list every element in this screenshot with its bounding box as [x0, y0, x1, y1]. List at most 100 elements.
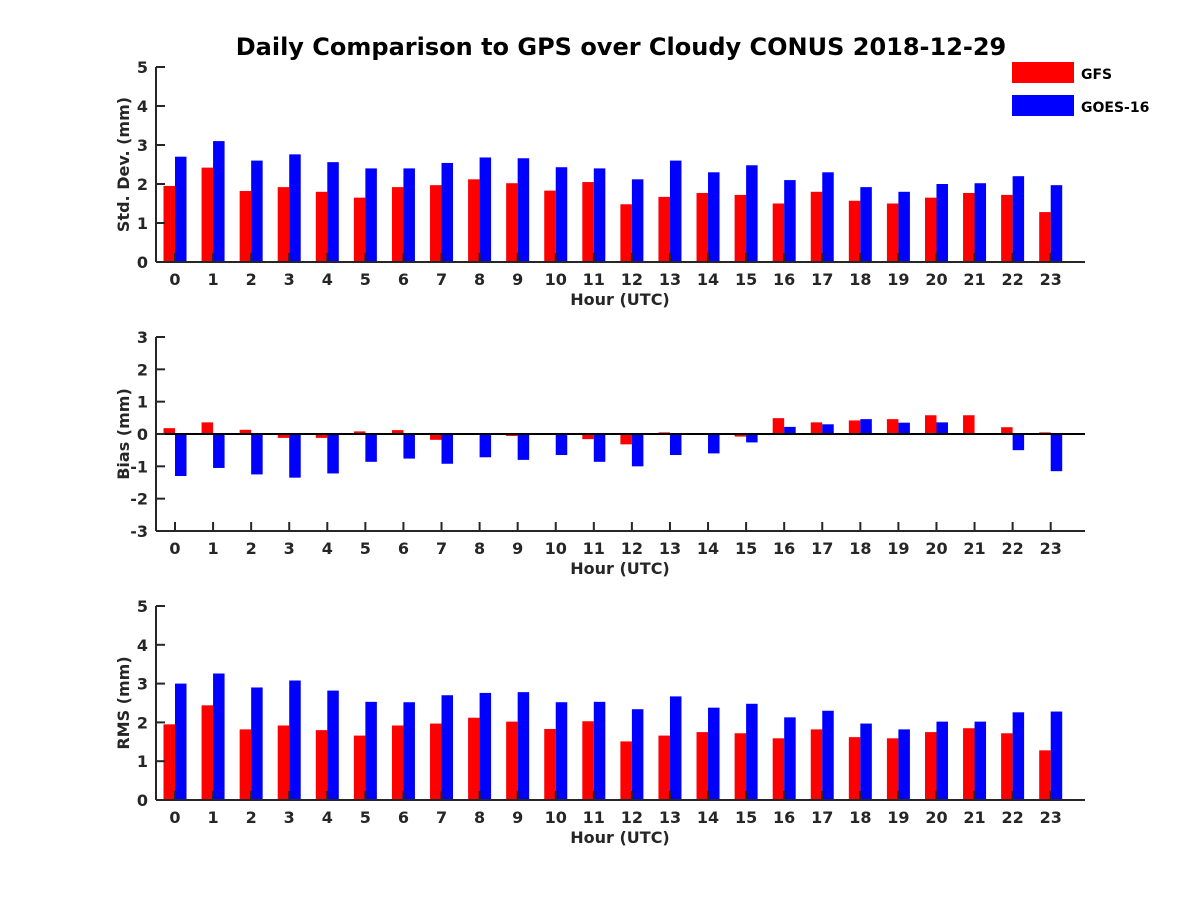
bar-gfs-hour-17	[810, 729, 823, 800]
x-tick-label: 3	[284, 808, 295, 827]
x-tick-label: 20	[925, 539, 947, 558]
bar-goes16-hour-19	[898, 422, 910, 434]
x-tick-label: 15	[735, 539, 757, 558]
bar-gfs-hour-7	[430, 185, 442, 262]
x-tick-label: 11	[583, 270, 605, 289]
bar-goes16-hour-15	[746, 434, 758, 443]
bar-gfs-hour-12	[620, 741, 632, 800]
x-tick-label: 8	[474, 539, 485, 558]
x-tick-label: 17	[811, 270, 833, 289]
bar-goes16-hour-3	[289, 154, 301, 262]
x-tick-label: 8	[474, 808, 485, 827]
x-tick-label: 10	[545, 270, 567, 289]
x-tick-label: 14	[697, 270, 719, 289]
bar-goes16-hour-1	[213, 141, 225, 262]
y-tick-label: 0	[137, 791, 148, 810]
bar-goes16-hour-0	[175, 683, 187, 800]
bar-gfs-hour-17	[810, 191, 823, 262]
x-tick-label: 15	[735, 270, 757, 289]
bar-goes16-hour-15	[746, 703, 758, 800]
bar-gfs-hour-19	[886, 419, 899, 434]
bar-goes16-hour-2	[251, 434, 263, 475]
y-tick-label: 4	[137, 636, 148, 655]
bar-goes16-hour-14	[708, 434, 720, 454]
y-tick-label: -3	[130, 522, 148, 541]
bar-gfs-hour-12	[620, 204, 632, 262]
y-tick-label: 0	[137, 425, 148, 444]
bar-goes16-hour-4	[327, 690, 339, 800]
x-tick-label: 4	[322, 270, 333, 289]
bar-goes16-hour-22	[1012, 434, 1025, 451]
bar-goes16-hour-12	[631, 709, 644, 800]
bar-gfs-hour-8	[468, 717, 480, 800]
x-tick-label: 10	[545, 808, 567, 827]
bar-goes16-hour-23	[1050, 434, 1063, 472]
bar-goes16-hour-14	[708, 707, 720, 800]
bar-goes16-hour-1	[213, 673, 225, 800]
bar-goes16-hour-12	[631, 434, 644, 467]
x-tick-label: 10	[545, 539, 567, 558]
bar-gfs-hour-16	[772, 418, 785, 434]
bar-gfs-hour-0	[163, 724, 175, 800]
x-tick-label: 2	[246, 270, 257, 289]
bar-gfs-hour-3	[277, 187, 290, 262]
bar-goes16-hour-19	[898, 191, 910, 262]
bar-goes16-hour-7	[441, 434, 454, 464]
bar-gfs-hour-23	[1039, 750, 1051, 800]
bar-goes16-hour-4	[327, 162, 339, 262]
bar-goes16-hour-23	[1050, 185, 1063, 262]
bar-goes16-hour-9	[517, 692, 530, 800]
bar-gfs-hour-11	[582, 182, 594, 262]
bar-goes16-hour-10	[555, 702, 568, 800]
x-tick-label: 23	[1040, 270, 1062, 289]
bar-goes16-hour-0	[175, 156, 187, 262]
bar-goes16-hour-11	[593, 701, 606, 800]
bar-gfs-hour-5	[353, 735, 366, 800]
x-tick-label: 16	[773, 270, 795, 289]
bar-goes16-hour-5	[365, 168, 377, 262]
x-tick-label: 9	[512, 808, 523, 827]
bars	[163, 141, 1063, 262]
bar-gfs-hour-20	[924, 732, 937, 800]
bar-gfs-hour-2	[239, 191, 252, 262]
bar-goes16-hour-9	[517, 158, 530, 262]
x-axis-label: Hour (UTC)	[570, 559, 670, 578]
bar-gfs-hour-9	[506, 721, 518, 800]
x-tick-label: 14	[697, 539, 719, 558]
bar-goes16-hour-7	[441, 162, 454, 262]
bar-goes16-hour-9	[517, 434, 530, 460]
legend: GFS GOES-16	[1012, 62, 1149, 116]
x-tick-label: 14	[697, 808, 719, 827]
bar-gfs-hour-20	[924, 197, 937, 262]
x-tick-label: 9	[512, 270, 523, 289]
bar-gfs-hour-3	[277, 434, 290, 438]
bar-gfs-hour-2	[239, 429, 252, 434]
bar-goes16-hour-18	[860, 187, 872, 262]
x-tick-label: 13	[659, 270, 681, 289]
bar-gfs-hour-16	[772, 738, 785, 800]
bar-goes16-hour-17	[822, 710, 834, 800]
y-tick-label: 0	[137, 253, 148, 272]
bar-goes16-hour-13	[669, 434, 682, 456]
bar-goes16-hour-6	[403, 702, 415, 800]
y-tick-label: 1	[137, 214, 148, 233]
x-tick-label: 17	[811, 539, 833, 558]
bar-goes16-hour-7	[441, 695, 454, 800]
bar-goes16-hour-20	[936, 721, 948, 800]
bar-goes16-hour-5	[365, 701, 377, 800]
bar-goes16-hour-22	[1012, 712, 1025, 800]
bar-goes16-hour-8	[479, 157, 492, 262]
y-tick-label: 5	[137, 597, 148, 616]
bar-goes16-hour-0	[175, 434, 187, 477]
bar-gfs-hour-14	[696, 192, 709, 262]
bar-goes16-hour-5	[365, 434, 377, 462]
x-tick-label: 3	[284, 539, 295, 558]
bar-gfs-hour-11	[582, 721, 594, 800]
bar-gfs-hour-19	[886, 738, 899, 800]
x-tick-label: 6	[398, 270, 409, 289]
x-tick-label: 17	[811, 808, 833, 827]
